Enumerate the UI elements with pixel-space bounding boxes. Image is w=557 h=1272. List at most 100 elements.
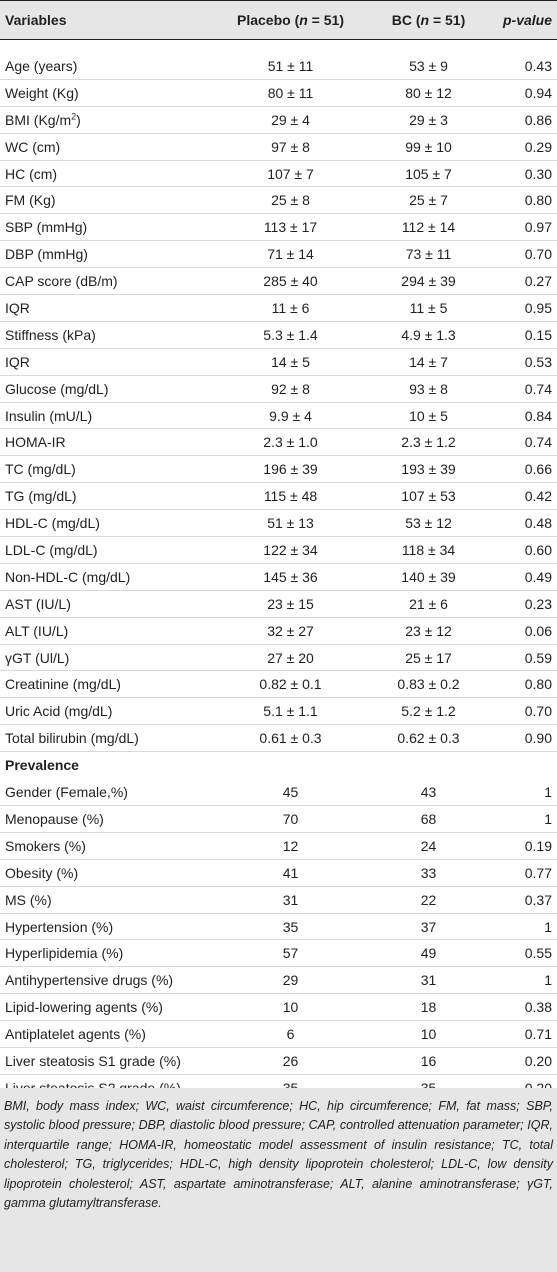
row-label: Insulin (mU/L) (5, 403, 92, 429)
bc-value: 37 (420, 918, 437, 935)
placebo-value: 5.3 ± 1.4 (263, 326, 318, 343)
row-label-text: TC (mg/dL) (5, 461, 76, 478)
placebo-value: 32 ± 27 (267, 622, 314, 639)
placebo-value: 107 ± 7 (267, 165, 314, 182)
p-value: 0.48 (524, 515, 552, 532)
header-placebo-suffix: = 51) (307, 12, 344, 28)
p-value: 0.38 (524, 999, 552, 1016)
header-pvalue: p-value (490, 1, 552, 39)
row-label: Creatinine (mg/dL) (5, 671, 121, 697)
placebo-value: 14 ± 5 (271, 353, 310, 370)
placebo-value: 11 ± 6 (271, 300, 310, 317)
p-value: 0.29 (524, 138, 552, 155)
bc-value: 112 ± 14 (401, 219, 456, 236)
placebo-value: 51 ± 13 (267, 515, 314, 532)
p-value: 0.15 (524, 326, 552, 343)
p-value: 0.55 (524, 945, 552, 962)
placebo-value: 23 ± 15 (267, 595, 314, 612)
header-bc-suffix: = 51) (429, 12, 466, 28)
table-footnote: BMI, body mass index; WC, waist circumfe… (0, 1088, 557, 1272)
row-label: LDL-C (mg/dL) (5, 537, 98, 563)
row-label: Hypertension (%) (5, 914, 113, 940)
bc-value: 25 ± 17 (405, 649, 452, 666)
placebo-value: 92 ± 8 (271, 380, 310, 397)
row-label: Weight (Kg) (5, 80, 79, 106)
table-row: LDL-C (mg/dL) 122 ± 34 118 ± 34 0.60 (0, 537, 557, 564)
row-label-text: Uric Acid (mg/dL) (5, 703, 113, 720)
bc-value: 5.2 ± 1.2 (401, 703, 456, 720)
bc-value: 14 ± 7 (409, 353, 448, 370)
row-label: TC (mg/dL) (5, 456, 76, 482)
row-label: Glucose (mg/dL) (5, 376, 108, 402)
row-label: Obesity (%) (5, 860, 78, 886)
row-label-text: MS (%) (5, 891, 52, 908)
table-row: FM (Kg) 25 ± 8 25 ± 7 0.80 (0, 187, 557, 215)
bc-value: 99 ± 10 (405, 138, 452, 155)
placebo-value: 97 ± 8 (271, 138, 310, 155)
p-value: 0.43 (524, 58, 552, 74)
bc-value: 31 (420, 972, 437, 989)
table-row: Lipid-lowering agents (%) 10 18 0.38 (0, 994, 557, 1022)
row-label: SBP (mmHg) (5, 214, 87, 240)
header-variables: Variables (5, 12, 67, 28)
row-label: AST (IU/L) (5, 591, 71, 617)
row-label-text: IQR (5, 353, 30, 370)
placebo-value: 115 ± 48 (263, 488, 318, 505)
p-value: 0.30 (524, 165, 552, 182)
bc-value: 73 ± 11 (405, 246, 452, 263)
row-label-end: ) (76, 111, 81, 128)
placebo-value: 51 ± 11 (267, 58, 314, 74)
table-row: γGT (Ul/L) 27 ± 20 25 ± 17 0.59 (0, 645, 557, 672)
bc-value: 21 ± 6 (409, 595, 448, 612)
p-value: 0.23 (524, 595, 552, 612)
p-value: 0.53 (524, 353, 552, 370)
row-label: Antiplatelet agents (%) (5, 1021, 146, 1047)
bc-value: 193 ± 39 (401, 461, 456, 478)
placebo-value: 25 ± 8 (271, 192, 310, 209)
table-row: TG (mg/dL) 115 ± 48 107 ± 53 0.42 (0, 483, 557, 511)
placebo-value: 80 ± 11 (267, 84, 314, 101)
p-value: 0.19 (524, 837, 552, 854)
table-row: MS (%) 31 22 0.37 (0, 887, 557, 914)
placebo-value: 145 ± 36 (263, 568, 318, 585)
table-row: Non-HDL-C (mg/dL) 145 ± 36 140 ± 39 0.49 (0, 564, 557, 591)
table-row: BMI (Kg/m2) 29 ± 4 29 ± 3 0.86 (0, 107, 557, 134)
header-bc: BC (n = 51) (367, 1, 490, 39)
row-label-text: Hypertension (%) (5, 918, 114, 935)
table-row: HDL-C (mg/dL) 51 ± 13 53 ± 12 0.48 (0, 510, 557, 538)
placebo-value: 10 (282, 999, 299, 1016)
header-bc-n: n (420, 12, 430, 28)
bc-value: 16 (420, 1052, 437, 1069)
row-label-text: BMI (Kg/m (5, 111, 72, 128)
table-row: IQR 14 ± 5 14 ± 7 0.53 (0, 349, 557, 376)
placebo-value: 196 ± 39 (263, 461, 318, 478)
p-value: 0.84 (524, 407, 552, 424)
p-value: 0.71 (524, 1026, 552, 1043)
row-label: Menopause (%) (5, 806, 104, 832)
row-label: MS (%) (5, 887, 52, 913)
placebo-value: 5.1 ± 1.1 (263, 703, 318, 720)
placebo-value: 41 (282, 864, 299, 881)
bc-value: 0.62 ± 0.3 (397, 730, 460, 747)
bc-value: 0.83 ± 0.2 (397, 676, 460, 693)
table-row: Liver steatosis S1 grade (%) 26 16 0.20 (0, 1048, 557, 1075)
table-row: Insulin (mU/L) 9.9 ± 4 10 ± 5 0.84 (0, 403, 557, 430)
placebo-value: 2.3 ± 1.0 (263, 434, 318, 451)
table-row: Obesity (%) 41 33 0.77 (0, 860, 557, 887)
bc-value: 80 ± 12 (405, 84, 452, 101)
row-label: Stiffness (kPa) (5, 322, 96, 348)
p-value: 0.37 (524, 891, 552, 908)
placebo-value: 12 (282, 837, 299, 854)
row-label: Lipid-lowering agents (%) (5, 994, 163, 1020)
p-value: 0.90 (524, 730, 552, 747)
row-label: TG (mg/dL) (5, 483, 77, 509)
p-value: 0.27 (524, 273, 552, 290)
placebo-value: 45 (282, 784, 299, 801)
row-label-text: Creatinine (mg/dL) (5, 676, 121, 693)
placebo-value: 27 ± 20 (267, 649, 314, 666)
placebo-value: 35 (282, 918, 299, 935)
bc-value: 53 ± 12 (405, 515, 452, 532)
bc-value: 105 ± 7 (405, 165, 452, 182)
table-row: Glucose (mg/dL) 92 ± 8 93 ± 8 0.74 (0, 376, 557, 403)
row-label-text: Glucose (mg/dL) (5, 380, 109, 397)
